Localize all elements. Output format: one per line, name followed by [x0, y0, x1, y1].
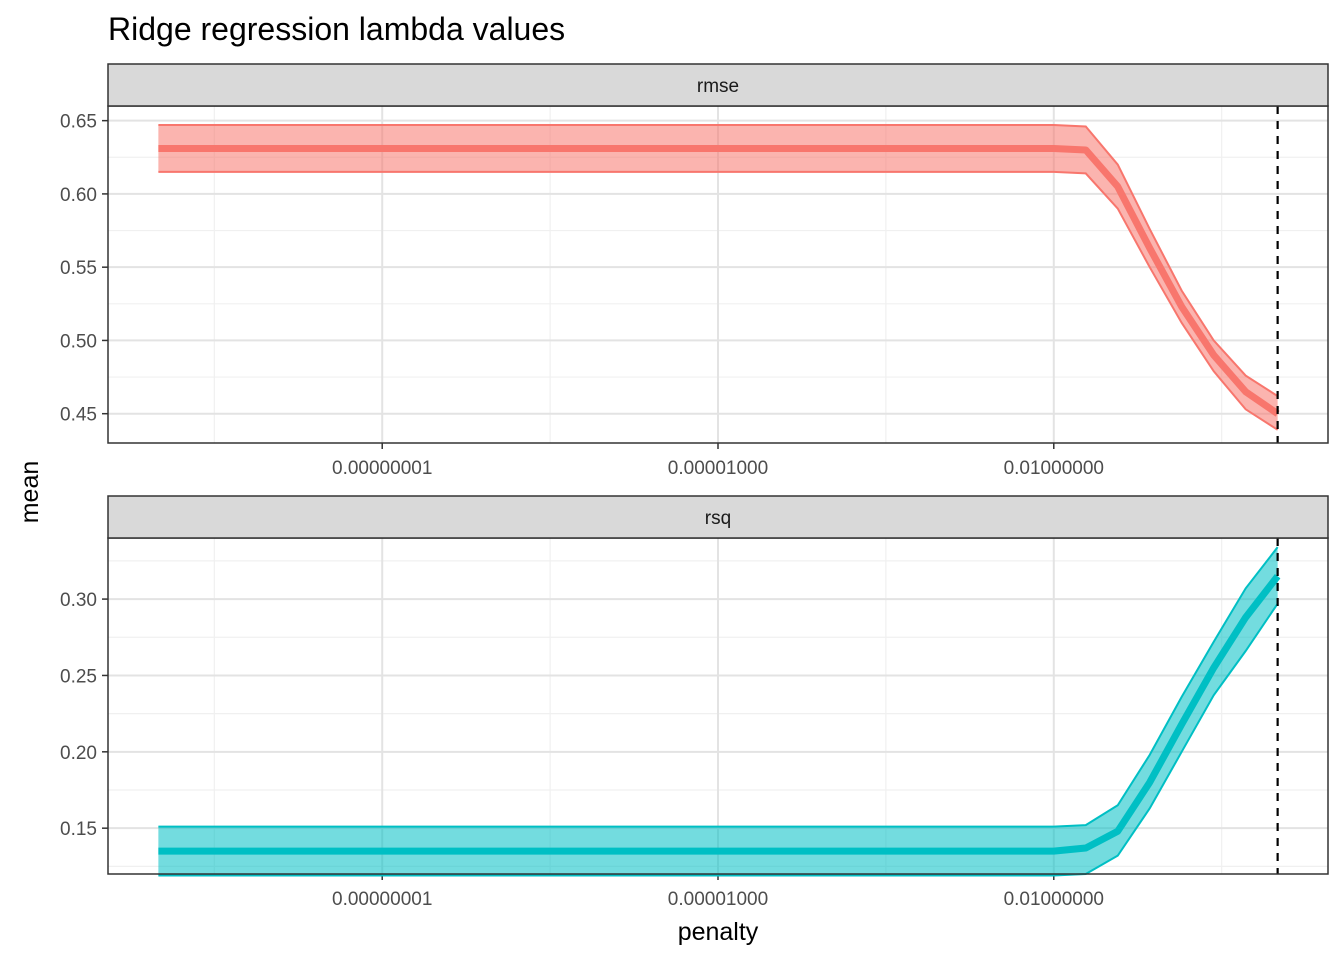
x-tick-label: 0.01000000 — [1004, 458, 1104, 479]
lower-line-rsq — [158, 603, 1279, 877]
ribbon-rmse — [158, 125, 1278, 430]
y-axis-title: mean — [16, 461, 44, 524]
upper-line-rmse — [158, 124, 1279, 397]
mean-line-rsq — [158, 574, 1281, 855]
y-tick-label: 0.25 — [60, 666, 97, 687]
x-tick-label: 0.01000000 — [1004, 889, 1104, 910]
mean-line-rmse — [158, 144, 1280, 417]
strip-label: rsq — [705, 508, 731, 529]
ribbon-rsq — [158, 547, 1278, 876]
x-tick-label: 0.00000001 — [332, 458, 432, 479]
strip-label: rmse — [697, 76, 739, 97]
y-tick-label: 0.45 — [60, 405, 97, 426]
chart-title: Ridge regression lambda values — [108, 11, 565, 47]
y-tick-label: 0.30 — [60, 590, 97, 611]
y-tick-label: 0.55 — [60, 258, 97, 279]
y-tick-label: 0.50 — [60, 331, 97, 352]
y-tick-label: 0.20 — [60, 743, 97, 764]
strip-rmse — [107, 63, 1329, 107]
x-tick-label: 0.00000001 — [332, 889, 432, 910]
panel-rsq: 0.15 0.20 0.25 0.30 0.00000001 0.00001000 0.01… — [60, 495, 1329, 910]
panel-rmse: 0.45 0.50 0.55 0.60 0.65 0.00000001 0.00001000… — [60, 63, 1329, 479]
y-tick-label: 0.60 — [60, 185, 97, 206]
strip-rsq — [107, 495, 1329, 539]
x-axis-title: penalty — [678, 918, 759, 946]
y-tick-label: 0.65 — [60, 112, 97, 133]
x-tick-label: 0.00001000 — [668, 458, 768, 479]
upper-line-rsq — [158, 546, 1279, 828]
x-tick-label: 0.00001000 — [668, 889, 768, 910]
y-tick-label: 0.15 — [60, 819, 97, 840]
lower-line-rmse — [158, 170, 1279, 431]
